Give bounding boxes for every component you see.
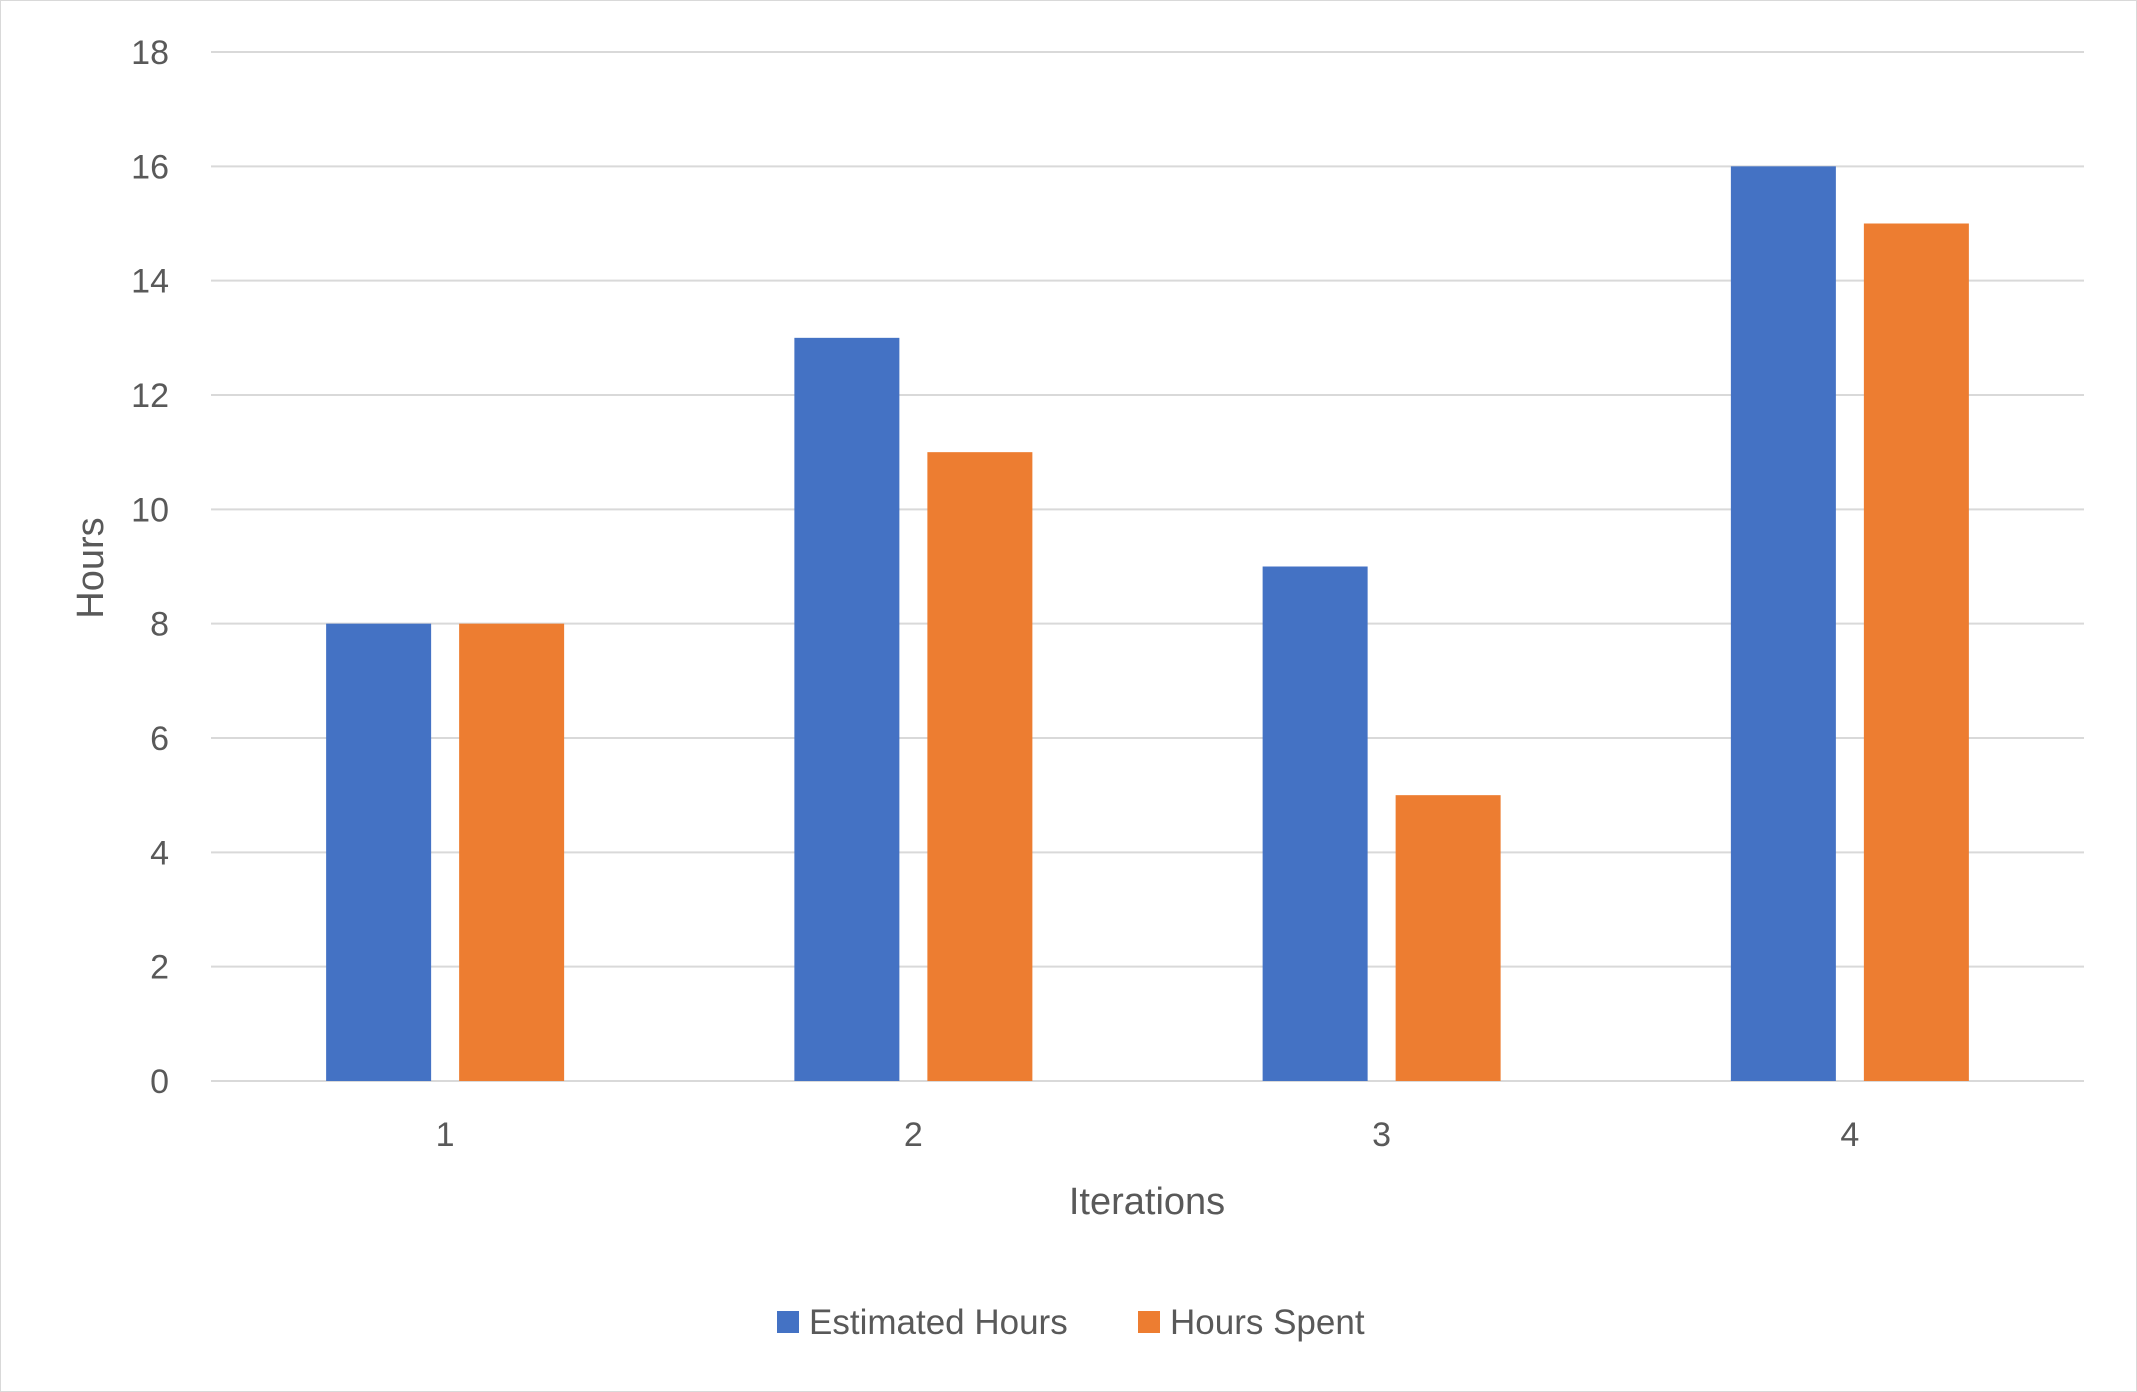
bar-estimated-hours (1262, 566, 1368, 1081)
bar-hours-spent (1395, 795, 1501, 1081)
bar-hours-spent (927, 452, 1033, 1082)
bar-estimated-hours (1730, 166, 1836, 1082)
y-tick-label: 0 (150, 1063, 169, 1101)
legend-item: Estimated Hours (777, 1303, 1068, 1342)
y-tick-label: 6 (150, 720, 169, 758)
legend-label: Hours Spent (1170, 1303, 1365, 1342)
legend-label: Estimated Hours (809, 1303, 1068, 1342)
legend-swatch (1138, 1311, 1160, 1333)
x-tick-label: 4 (1840, 1116, 1859, 1154)
legend-item: Hours Spent (1138, 1303, 1365, 1342)
bar-estimated-hours (794, 337, 900, 1081)
x-axis-title: Iterations (1069, 1181, 1225, 1223)
y-axis-title: Hours (70, 517, 112, 618)
bars (326, 166, 1969, 1082)
y-tick-label: 10 (131, 491, 169, 529)
x-axis-ticks: 1 2 3 4 (436, 1116, 1860, 1154)
y-tick-label: 4 (150, 834, 169, 872)
bar-hours-spent (459, 623, 565, 1081)
bar-estimated-hours (326, 623, 432, 1081)
bar-hours-spent (1863, 223, 1969, 1081)
x-tick-label: 3 (1372, 1116, 1391, 1154)
y-tick-label: 18 (131, 34, 169, 72)
y-tick-label: 14 (131, 263, 169, 301)
y-tick-label: 2 (150, 949, 169, 987)
legend: Estimated Hours Hours Spent (777, 1303, 1365, 1342)
y-tick-label: 8 (150, 606, 169, 644)
x-tick-label: 1 (436, 1116, 455, 1154)
x-tick-label: 2 (904, 1116, 923, 1154)
y-tick-label: 12 (131, 377, 169, 415)
legend-swatch (777, 1311, 799, 1333)
y-tick-label: 16 (131, 148, 169, 186)
y-axis-ticks: 0 2 4 6 8 10 12 14 16 18 (131, 34, 169, 1101)
